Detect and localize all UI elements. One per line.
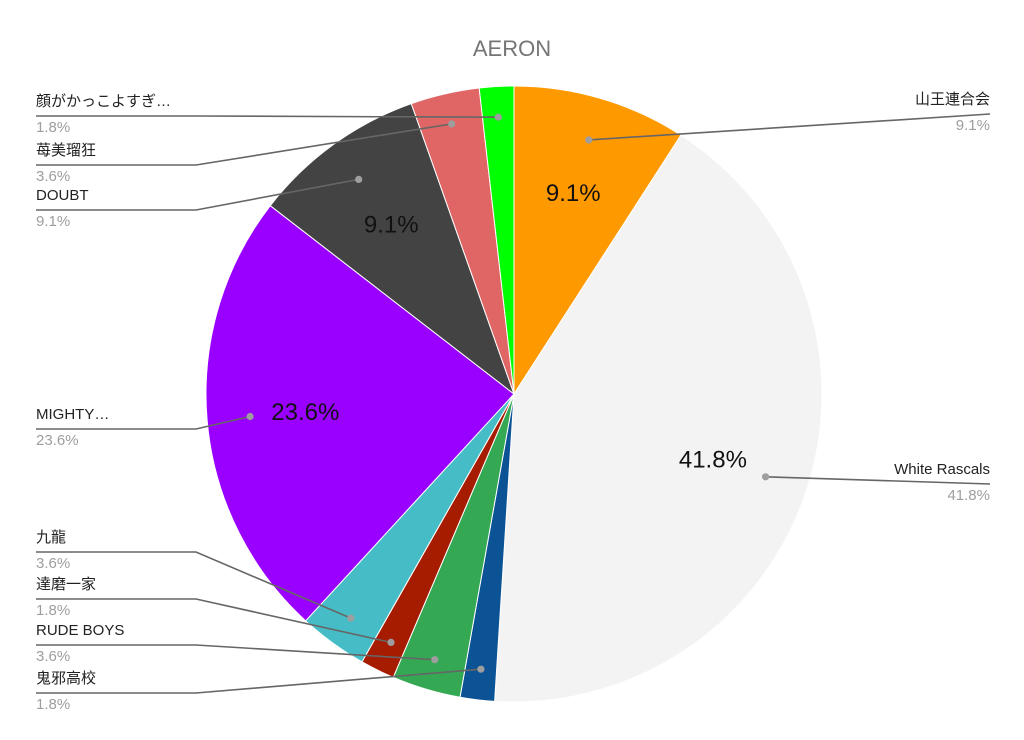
leader-line-item-0 [588, 113, 991, 141]
pie-slice-item-0 [513, 85, 682, 396]
leader-line-item-8 [36, 123, 452, 166]
leader-line-doubt [36, 178, 359, 211]
slice-name-label-item-5: 九龍 [36, 529, 66, 546]
slice-value-label-item-2: 1.8% [36, 696, 70, 713]
slice-value-label-white-rascals: 41.8% [947, 487, 990, 504]
slice-pct-label-doubt: 9.1% [364, 211, 419, 238]
slice-value-label-rude-boys: 3.6% [36, 648, 70, 665]
leader-line-item-9 [36, 115, 499, 118]
slice-name-label-doubt: DOUBT [36, 187, 89, 204]
slice-value-label-item-4: 1.8% [36, 602, 70, 619]
pie-slice-white-rascals [494, 134, 823, 703]
slice-value-label-doubt: 9.1% [36, 213, 70, 230]
pie-slice-mighty [205, 204, 515, 622]
leader-dot-mighty [246, 412, 254, 421]
pie-slice-item-9 [478, 85, 515, 395]
slice-value-label-item-0: 9.1% [956, 117, 990, 134]
slice-labels: 山王連合会 9.1% White Rascals 41.8% 鬼邪高校 1.8% RUDE … [36, 91, 990, 713]
slice-name-label-white-rascals: White Rascals [894, 461, 990, 478]
leader-dot-white-rascals [762, 473, 770, 481]
pie-slices: 9.1% 41.8% 23.6% 9.1% [205, 85, 823, 703]
slice-pct-label-mighty: 23.6% [271, 399, 339, 426]
slice-name-label-mighty: MIGHTY… [36, 406, 109, 423]
slice-name-label-item-4: 達磨一家 [36, 576, 96, 593]
slice-value-label-item-9: 1.8% [36, 119, 70, 136]
slice-name-label-item-0: 山王連合会 [915, 91, 990, 108]
leader-dot-item-4 [387, 638, 395, 647]
slice-pct-label-item-0: 9.1% [546, 180, 601, 207]
leader-dot-item-9 [494, 113, 502, 121]
leader-dot-item-8 [448, 120, 456, 128]
leader-line-item-4 [36, 598, 392, 644]
leader-line-item-2 [36, 668, 481, 694]
leader-dot-item-0 [585, 136, 593, 144]
leader-dot-doubt [355, 175, 363, 183]
slice-name-label-item-9: 顔がかっこよすぎ… [36, 93, 171, 110]
leader-line-mighty [36, 415, 251, 430]
slice-value-label-item-8: 3.6% [36, 168, 70, 185]
leader-lines [36, 113, 991, 694]
slice-value-label-item-5: 3.6% [36, 555, 70, 572]
slice-pct-label-white-rascals: 41.8% [679, 447, 747, 474]
slice-name-label-rude-boys: RUDE BOYS [36, 622, 124, 639]
leader-dot-item-2 [477, 665, 485, 673]
chart-title: AERON [473, 36, 551, 61]
pie-slice-doubt [269, 102, 516, 396]
slice-name-label-item-8: 苺美瑠狂 [36, 142, 96, 159]
leader-dot-rude-boys [431, 656, 439, 664]
slice-name-label-item-2: 鬼邪高校 [36, 670, 96, 687]
leader-dot-item-5 [347, 614, 355, 622]
leader-line-white-rascals [765, 476, 991, 485]
leader-line-item-5 [36, 551, 352, 619]
slice-value-label-mighty: 23.6% [36, 432, 79, 449]
leader-line-rude-boys [36, 644, 435, 661]
